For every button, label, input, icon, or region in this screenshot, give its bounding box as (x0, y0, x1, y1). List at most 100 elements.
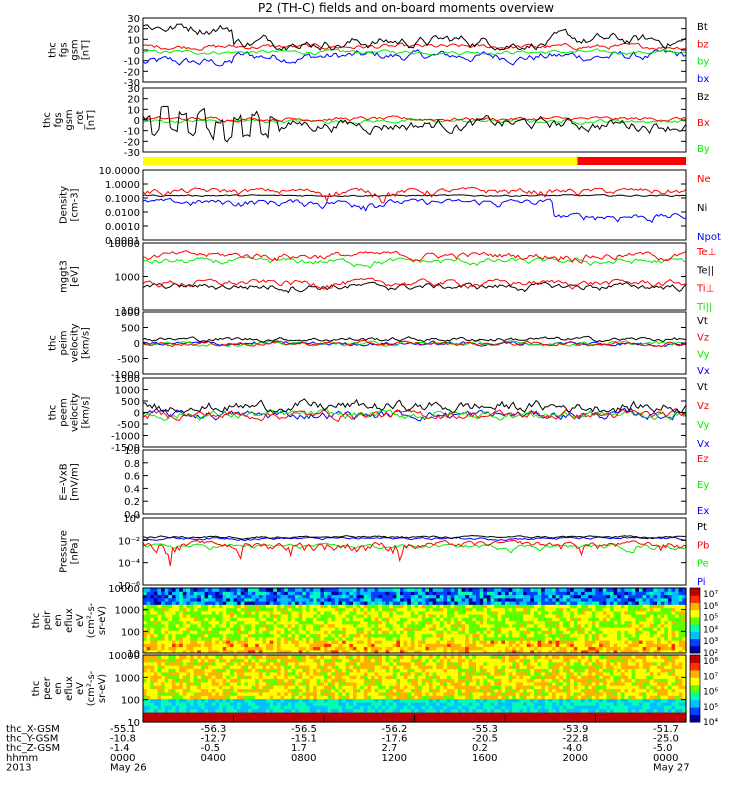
spectrogram-cell (219, 594, 224, 599)
spectrogram-cell (494, 597, 499, 602)
spectrogram-cell (490, 607, 495, 612)
spectrogram-cell (457, 614, 463, 618)
spectrogram-cell (143, 658, 148, 663)
spectrogram-cell (606, 649, 611, 654)
spectrogram-cell (595, 604, 600, 609)
spectrogram-cell (146, 623, 151, 628)
spectrogram-cell (247, 643, 253, 648)
spectrogram-cell (432, 597, 437, 602)
spectrogram-cell (425, 620, 430, 625)
spectrogram-cell (635, 643, 640, 648)
spectrogram-cell (313, 594, 318, 599)
spectrogram-cell (153, 636, 159, 641)
spectrogram-cell (190, 691, 195, 696)
spectrogram-cell (425, 711, 430, 716)
spectrogram-cell (400, 668, 405, 673)
spectrogram-cell (233, 633, 238, 638)
spectrogram-cell (371, 643, 376, 648)
spectrogram-cell (646, 627, 651, 631)
spectrogram-cell (258, 698, 264, 703)
spectrogram-cell (439, 617, 445, 622)
spectrogram-cell (262, 601, 267, 605)
spectrogram-cell (193, 701, 198, 706)
spectrogram-cell (164, 636, 169, 641)
spectrogram-cell (428, 633, 434, 638)
spectrogram-cell (182, 620, 188, 625)
y-axis-label-line: mggt3 (59, 260, 70, 293)
spectrogram-cell (581, 597, 586, 602)
spectrogram-cell (642, 617, 647, 622)
spectrogram-cell (675, 604, 680, 609)
spectrogram-cell (428, 640, 434, 644)
spectrogram-cell (150, 715, 155, 720)
spectrogram-cell (396, 671, 401, 676)
spectrogram-cell (443, 695, 448, 700)
spectrogram-cell (360, 620, 365, 625)
spectrogram-cell (262, 658, 267, 663)
spectrogram-cell (273, 607, 278, 612)
spectrogram-cell (237, 627, 242, 631)
spectrogram-cell (262, 661, 267, 666)
spectrogram-cell (222, 665, 227, 669)
spectrogram-cell (150, 617, 155, 622)
spectrogram-cell (204, 623, 209, 628)
spectrogram-cell (396, 588, 401, 592)
spectrogram-cell (204, 643, 209, 648)
spectrogram-cell (150, 708, 155, 713)
spectrogram-cell (244, 633, 249, 638)
spectrogram-cell (186, 643, 191, 648)
spectrogram-cell (309, 701, 314, 706)
y-tick-label: 0 (134, 46, 140, 57)
spectrogram-cell (378, 620, 383, 625)
spectrogram-cell (287, 711, 293, 716)
spectrogram-cell (494, 630, 499, 635)
spectrogram-cell (266, 685, 271, 690)
spectrogram-cell (247, 591, 253, 596)
spectrogram-cell (168, 588, 173, 592)
spectrogram-cell (349, 658, 354, 663)
spectrogram-cell (171, 708, 177, 713)
spectrogram-cell (356, 671, 361, 676)
spectrogram-cell (309, 691, 314, 696)
spectrogram-cell (284, 597, 289, 602)
spectrogram-cell (436, 604, 441, 609)
spectrogram-cell (204, 671, 209, 676)
spectrogram-cell (439, 643, 445, 648)
spectrogram-cell (544, 617, 550, 622)
spectrogram-cell (407, 614, 412, 618)
spectrogram-cell (193, 661, 198, 666)
spectrogram-cell (360, 685, 365, 690)
spectrogram-cell (338, 698, 343, 703)
spectrogram-cell (186, 604, 191, 609)
spectrogram-cell (606, 604, 611, 609)
spectrogram-cell (454, 591, 459, 596)
colorbar-tick-label: 10⁶ (703, 602, 718, 612)
spectrogram-cell (374, 636, 379, 641)
spectrogram-cell (153, 661, 159, 666)
spectrogram-cell (171, 597, 177, 602)
spectrogram-cell (678, 591, 683, 596)
spectrogram-cell (501, 627, 506, 631)
spectrogram-cell (215, 671, 220, 676)
spectrogram-cell (374, 708, 379, 713)
spectrogram-cell (432, 675, 437, 680)
spectrogram-cell (439, 681, 445, 686)
spectrogram-cell (320, 604, 325, 609)
spectrogram-cell (505, 620, 510, 625)
spectrogram-cell (624, 620, 629, 625)
spectrogram-cell (150, 601, 155, 605)
spectrogram-cell (190, 620, 195, 625)
y-tick-label: -500 (117, 355, 140, 366)
spectrogram-cell (428, 655, 434, 659)
spectrogram-cell (363, 617, 369, 622)
spectrogram-cell (164, 701, 169, 706)
spectrogram-cell (465, 633, 470, 638)
spectrogram-cell (200, 588, 206, 592)
spectrogram-cell (508, 604, 513, 609)
spectrogram-cell (247, 646, 253, 651)
spectrogram-cell (237, 685, 242, 690)
spectrogram-cell (229, 620, 235, 625)
spectrogram-cell (266, 627, 271, 631)
spectrogram-cell (606, 617, 611, 622)
spectrogram-cell (320, 665, 325, 669)
